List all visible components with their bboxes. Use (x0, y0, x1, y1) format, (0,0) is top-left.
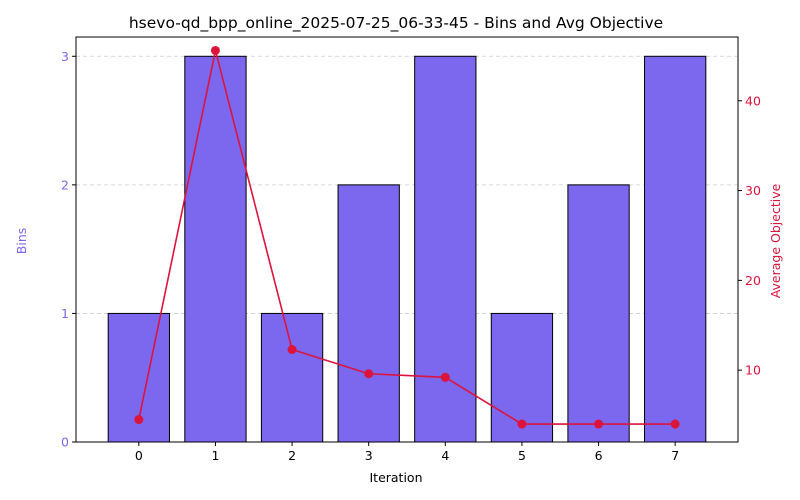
chart-title: hsevo-qd_bpp_online_2025-07-25_06-33-45 … (129, 14, 663, 33)
x-tick-label-2: 2 (288, 448, 296, 463)
bar-1 (184, 55, 247, 443)
x-tick-label-3: 3 (365, 448, 373, 463)
y-right-tick-label-3: 40 (745, 93, 761, 108)
axes: 0 1 2 3 4 5 6 7 0 1 2 3 10 20 30 40 (61, 36, 761, 463)
x-tick-label-1: 1 (211, 448, 219, 463)
avg-objective-point-0 (134, 415, 144, 425)
avg-objective-point-1 (210, 45, 220, 55)
avg-objective-line (138, 50, 676, 425)
y-axis-right-label: Average Objective (768, 183, 783, 298)
avg-objective-point-4 (440, 372, 450, 382)
bar-4 (414, 55, 477, 443)
y-left-tick-label-1: 1 (61, 306, 69, 321)
avg-objective-series (134, 45, 680, 429)
x-tick-label-4: 4 (441, 448, 449, 463)
y-axis-left-label: Bins (14, 228, 29, 254)
y-right-tick-label-1: 20 (745, 273, 761, 288)
bar-7 (644, 55, 707, 443)
y-left-tick-label-3: 3 (61, 49, 69, 64)
y-right-tick-label-0: 10 (745, 363, 761, 378)
bar-2 (260, 312, 324, 443)
plot-frame (75, 36, 739, 443)
x-tick-label-0: 0 (135, 448, 143, 463)
bar-3 (337, 184, 400, 443)
y-left-tick-label-0: 0 (61, 435, 69, 450)
y-left-tick-label-2: 2 (61, 177, 69, 192)
bar-6 (567, 184, 630, 443)
avg-objective-point-7 (670, 419, 680, 429)
x-tick-label-7: 7 (671, 448, 679, 463)
x-tick-label-5: 5 (518, 448, 526, 463)
avg-objective-point-6 (594, 419, 604, 429)
avg-objective-point-3 (364, 369, 374, 379)
bars-series (107, 55, 707, 443)
gridlines (76, 55, 738, 443)
y-right-tick-label-2: 30 (745, 183, 761, 198)
avg-objective-point-2 (287, 345, 297, 355)
x-tick-label-6: 6 (595, 448, 603, 463)
x-axis-label: Iteration (369, 470, 422, 485)
avg-objective-point-5 (517, 419, 527, 429)
